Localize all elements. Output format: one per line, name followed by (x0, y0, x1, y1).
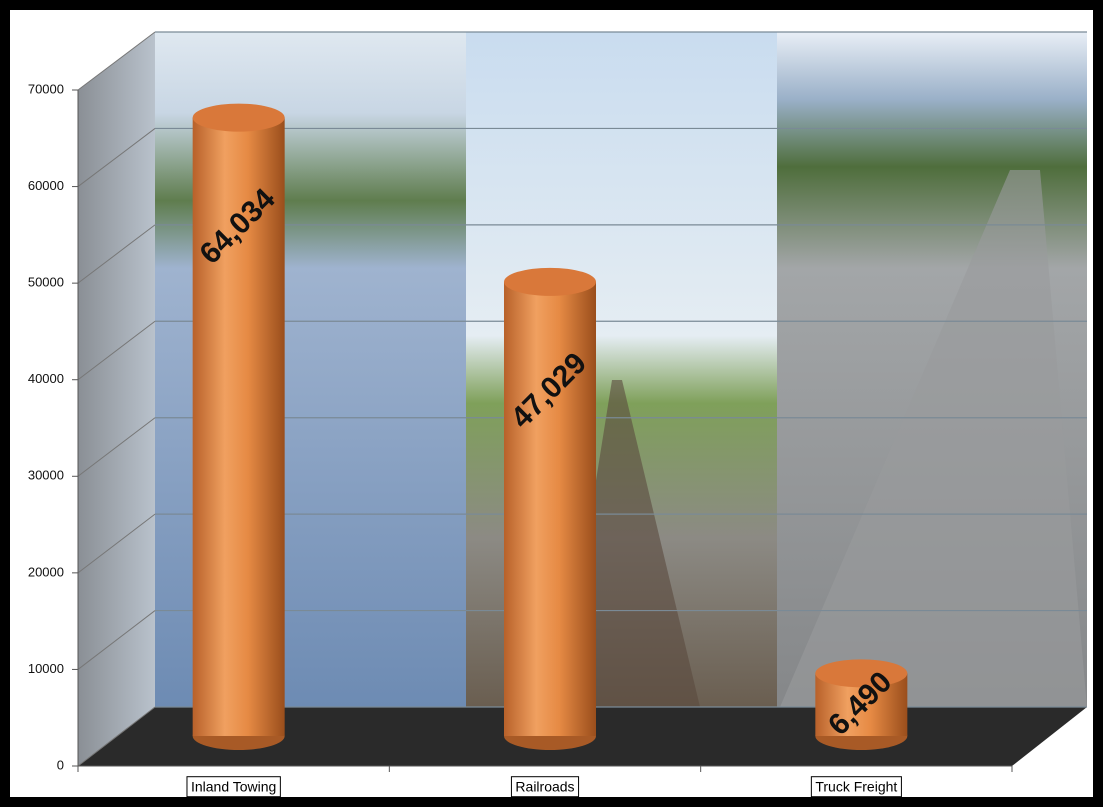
y-tick-label: 10000 (28, 661, 64, 676)
x-tick-label: Railroads (515, 779, 574, 795)
chart: 0 10000 20000 30000 40000 50000 60000 70000 Inla… (0, 0, 1103, 807)
y-tick-label: 30000 (28, 468, 64, 483)
x-tick-label: Truck Freight (815, 779, 897, 795)
cylinder-top (193, 104, 285, 132)
bar (504, 282, 596, 736)
y-tick-label: 50000 (28, 275, 64, 290)
side-wall (78, 32, 155, 766)
x-tick-label: Inland Towing (191, 779, 276, 795)
y-tick-label: 60000 (28, 178, 64, 193)
cylinder-top (504, 268, 596, 296)
y-tick-label: 20000 (28, 564, 64, 579)
y-tick-label: 40000 (28, 371, 64, 386)
y-tick-label: 0 (57, 757, 64, 772)
y-tick-label: 70000 (28, 81, 64, 96)
